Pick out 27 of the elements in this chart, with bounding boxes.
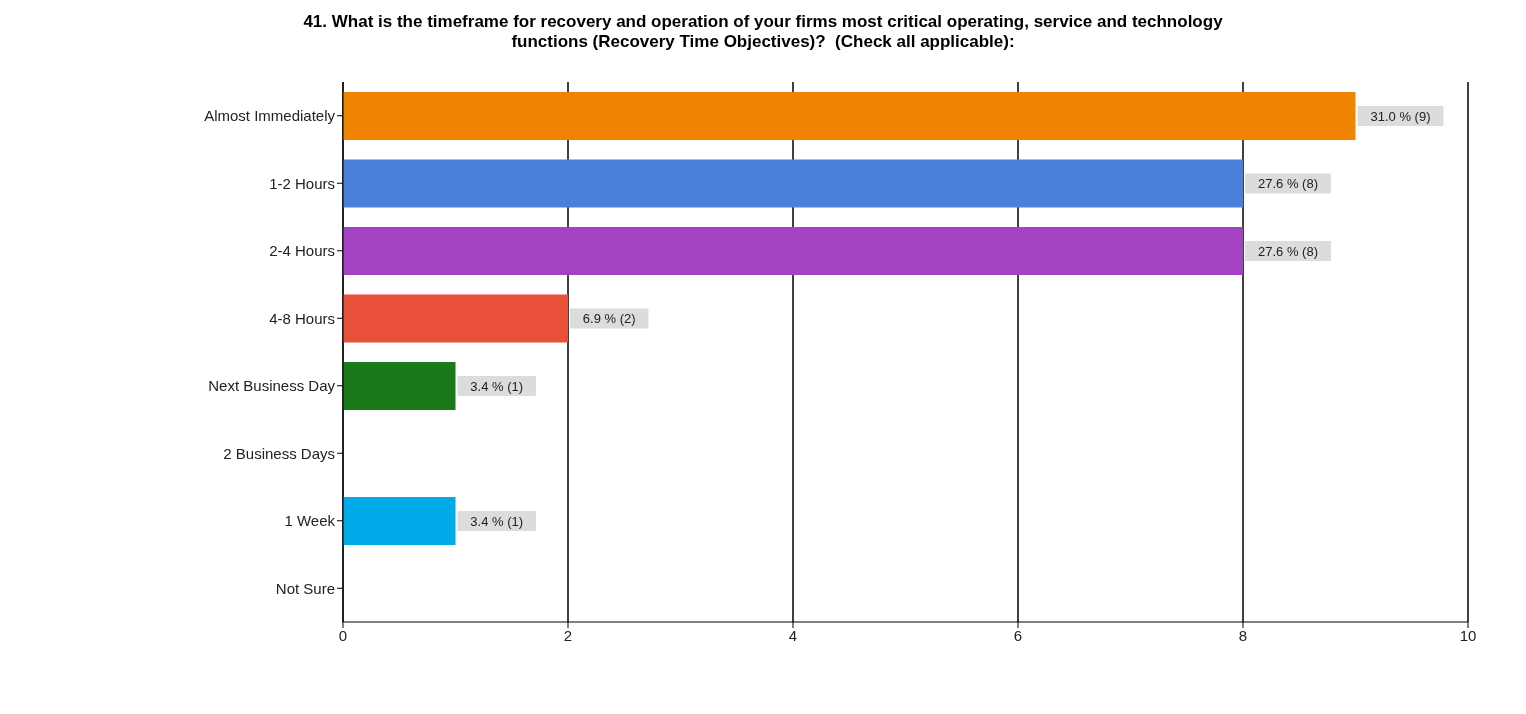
chart-title: 41. What is the timeframe for recovery and operation of your firms most critical operating, service and technology functions (Recovery Time Objectives)? (Check all applicable): (302, 11, 1224, 52)
bar (343, 497, 456, 545)
data-label: 6.9 % (2) (582, 311, 636, 326)
x-tick-label: 6 (1013, 626, 1023, 644)
y-tick-label: Next Business Day (208, 377, 336, 395)
x-tick-label: 4 (788, 626, 798, 644)
data-label: 31.0 % (9) (1370, 108, 1431, 124)
data-label: 27.6 % (8) (1258, 243, 1318, 259)
x-tick-label: 0 (338, 626, 348, 644)
y-tick-label: 2-4 Hours (269, 242, 335, 260)
y-tick-label: 4-8 Hours (269, 309, 335, 327)
y-tick-label: Not Sure (275, 579, 335, 597)
x-tick-label: 8 (1238, 626, 1248, 644)
y-tick-label: 1 Week (284, 512, 336, 530)
bar (343, 294, 568, 343)
bar (343, 92, 1356, 140)
x-tick-label: 10 (1459, 626, 1477, 644)
bar (343, 159, 1243, 208)
bar (343, 362, 456, 410)
y-tick-label: 2 Business Days (223, 444, 335, 462)
data-label: 3.4 % (1) (470, 378, 524, 394)
y-tick-label: Almost Immediately (204, 107, 336, 125)
data-label: 3.4 % (1) (470, 513, 524, 529)
y-tick-label: 1-2 Hours (269, 174, 335, 192)
data-label: 27.6 % (8) (1258, 176, 1318, 191)
x-tick-label: 2 (563, 626, 573, 644)
bar (343, 227, 1243, 275)
